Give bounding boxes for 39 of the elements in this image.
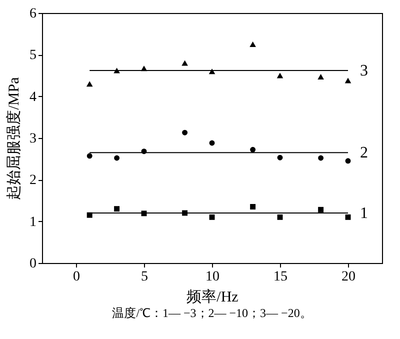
y-tick-label: 1 — [30, 214, 36, 230]
point — [250, 42, 256, 47]
text: 温度/℃：1— −3；2— −10；3— −20。 — [112, 306, 312, 320]
point — [182, 130, 188, 136]
y-axis-title: 起始屈服强度/MPa — [6, 76, 22, 200]
point — [345, 158, 351, 164]
x-tick-label: 0 — [73, 270, 80, 284]
y-tick-label: 2 — [30, 173, 36, 188]
point — [250, 204, 256, 210]
point — [86, 212, 92, 218]
y-tick-label: 0 — [30, 256, 36, 272]
point — [345, 214, 351, 220]
x-tick-label: 15 — [274, 270, 288, 284]
point — [209, 214, 215, 220]
point — [318, 206, 324, 212]
point — [344, 78, 352, 84]
y-tick-label: 4 — [30, 90, 36, 105]
y-tick-label: 5 — [30, 48, 36, 64]
point — [114, 155, 120, 161]
point — [277, 214, 283, 220]
x-tick-label: 5 — [141, 270, 148, 284]
series-label: 2 — [360, 144, 368, 162]
point — [114, 206, 120, 212]
point — [86, 153, 92, 159]
point — [182, 60, 188, 66]
point — [318, 74, 324, 80]
x-tick-label: 10 — [206, 270, 220, 284]
y-tick-label: 3 — [30, 132, 36, 146]
point — [276, 72, 284, 78]
series-label: 1 — [360, 205, 368, 222]
series-label: 3 — [360, 62, 368, 80]
y-tick-label: 6 — [30, 6, 36, 22]
point — [209, 140, 215, 146]
point — [250, 146, 256, 152]
x-tick-label: 20 — [342, 270, 356, 284]
point — [86, 81, 93, 87]
point — [277, 154, 283, 160]
point — [318, 155, 324, 161]
x-axis-title: 频率/Hz — [186, 288, 239, 306]
